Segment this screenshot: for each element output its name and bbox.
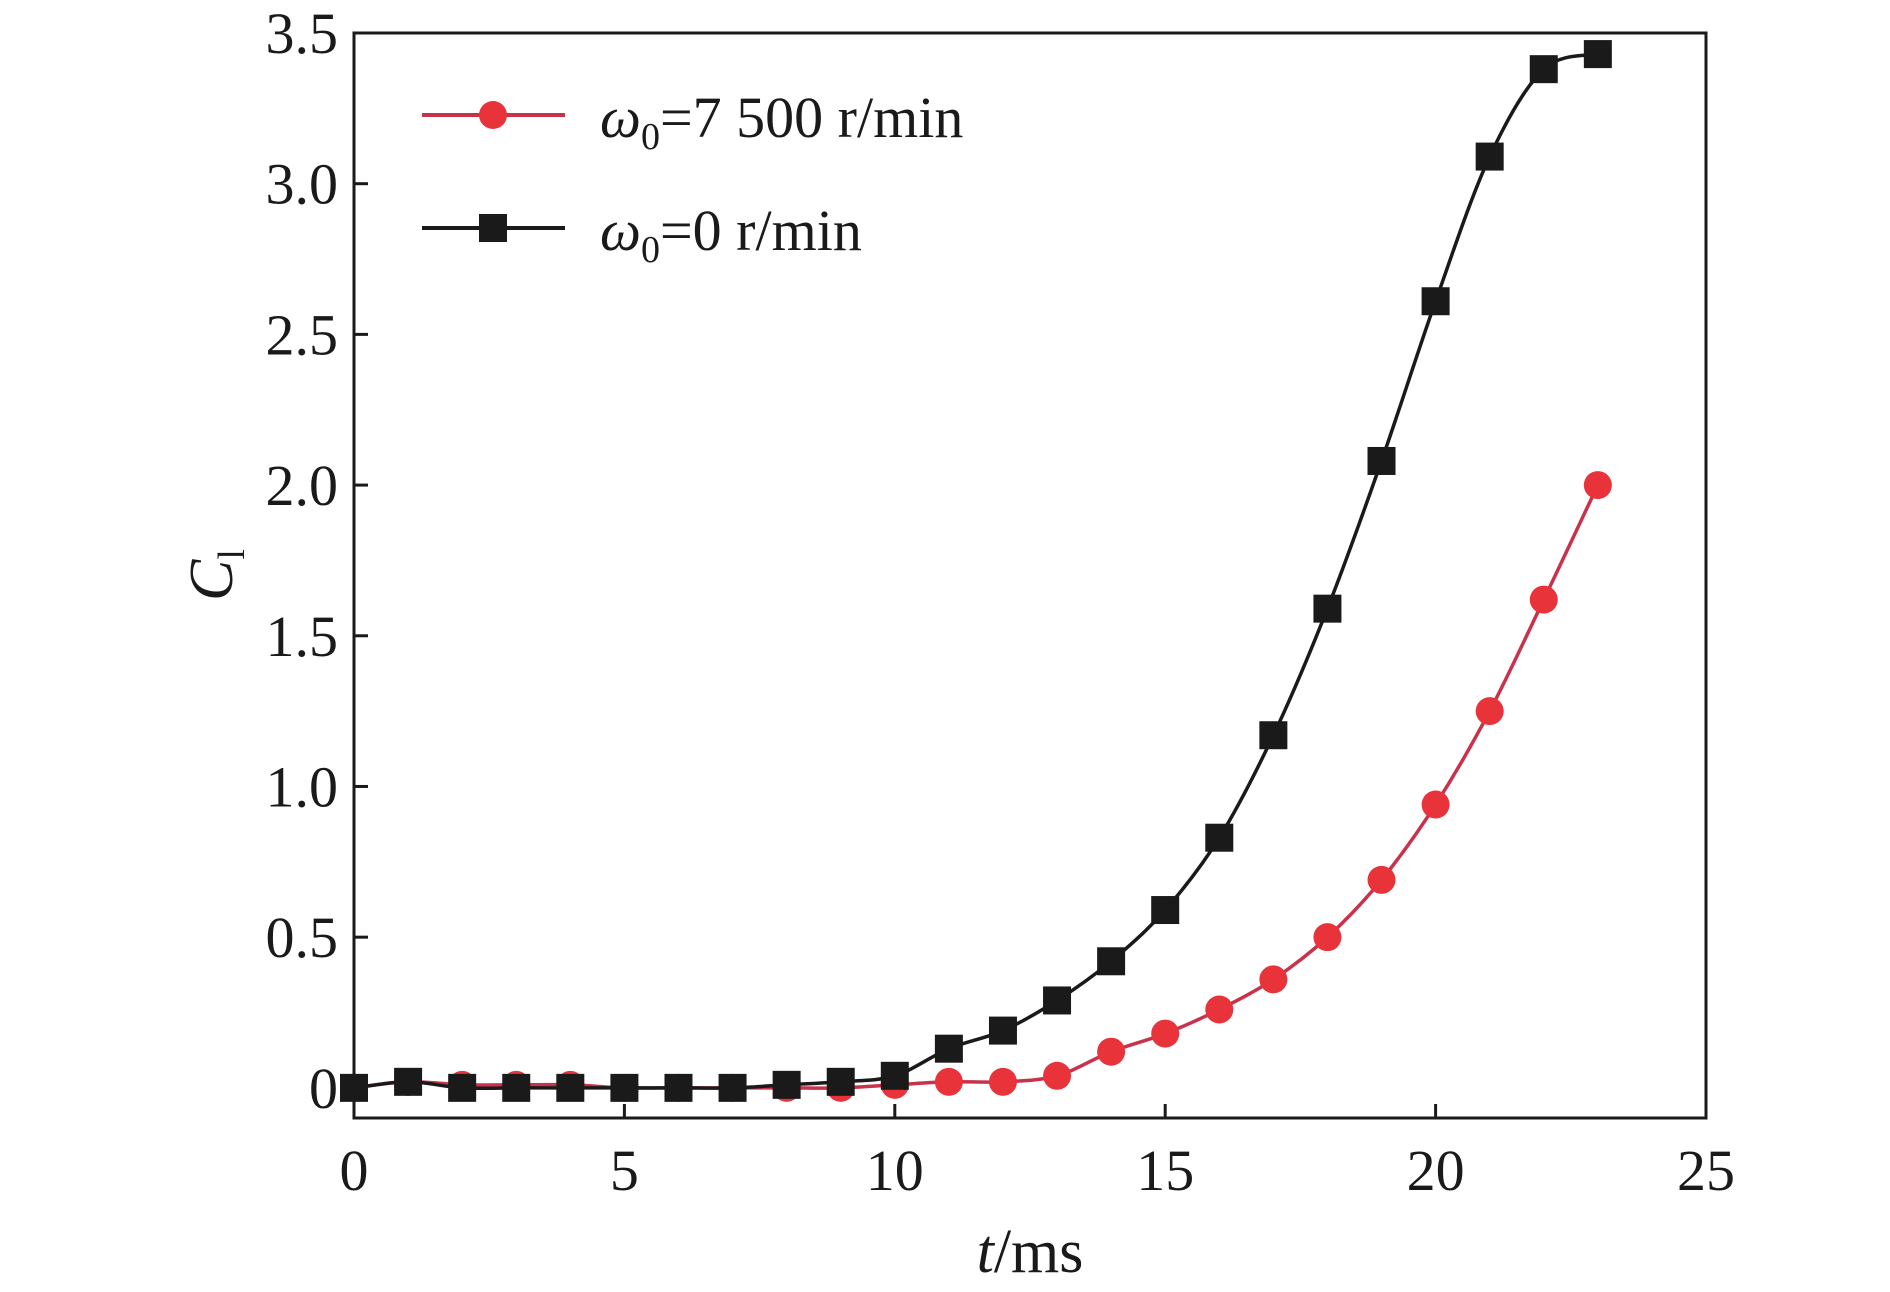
y-tick-label: 0.5 (266, 905, 339, 970)
data-point (1367, 865, 1396, 894)
series-1 (340, 471, 1612, 1102)
data-point (988, 1016, 1017, 1045)
legend-label-series-2: ω0=0 r/min (600, 198, 862, 271)
data-point (1583, 40, 1612, 69)
data-point (1583, 471, 1612, 500)
data-point (1259, 721, 1288, 750)
data-point (1205, 823, 1234, 852)
legend-omega-series-2: ω (600, 198, 641, 263)
legend-label-series-1: ω0=7 500 r/min (600, 85, 963, 158)
y-tick-label: 0 (309, 1056, 338, 1121)
x-tick-label: 5 (610, 1138, 639, 1203)
data-point (1259, 965, 1288, 994)
y-axis-label-sub: l (211, 549, 253, 560)
series-2 (340, 40, 1612, 1102)
legend-entry-series-1: ω0=7 500 r/min (422, 85, 963, 158)
plot-frame (352, 31, 1708, 1120)
x-axis-label: t/ms (977, 1218, 1084, 1286)
y-tick-label: 1.0 (266, 754, 339, 819)
y-axis-label: Cl (178, 549, 253, 601)
x-axis-label-unit: /ms (994, 1218, 1084, 1286)
data-point (448, 1073, 477, 1102)
data-point (1421, 287, 1450, 316)
data-point (502, 1073, 531, 1102)
legend-omega-series-1: ω (600, 85, 641, 150)
data-point (988, 1067, 1017, 1096)
data-point (1151, 1019, 1180, 1048)
y-tick-label: 2.0 (266, 453, 339, 518)
legend-sub-series-2: 0 (641, 229, 660, 271)
data-point (1043, 986, 1072, 1015)
x-axis-label-var: t (977, 1218, 996, 1286)
data-point (1043, 1061, 1072, 1090)
legend-sub-series-1: 0 (641, 116, 660, 158)
data-point (1475, 142, 1504, 171)
legend-entry-series-2: ω0=0 r/min (422, 198, 862, 271)
tick-labels-layer: 0 5 10 15 20 25 0 0.5 1.0 1.5 2.0 2.5 3.0 3.5 (266, 1, 1736, 1203)
data-point (880, 1061, 909, 1090)
data-point (718, 1073, 747, 1102)
data-point (1475, 697, 1504, 726)
data-point (1313, 594, 1342, 623)
y-tick-label: 1.5 (266, 604, 339, 669)
y-tick-label: 2.5 (266, 302, 339, 367)
legend-marker-series-2 (479, 214, 507, 242)
series-line (353, 484, 1600, 1090)
data-point (664, 1073, 693, 1102)
y-tick-label: 3.5 (266, 1, 339, 66)
data-point (1205, 995, 1234, 1024)
x-tick-label: 25 (1677, 1138, 1735, 1203)
y-tick-label: 3.0 (266, 152, 339, 217)
data-point (1097, 1037, 1126, 1066)
data-point (1367, 446, 1396, 475)
data-point (1529, 55, 1558, 84)
ticks-layer (352, 31, 1708, 1118)
legend-text-series-2: =0 r/min (660, 198, 862, 263)
data-point (1097, 947, 1126, 976)
data-point (934, 1034, 963, 1063)
series-layer (340, 40, 1612, 1102)
data-point (1529, 585, 1558, 614)
data-point (772, 1070, 801, 1099)
data-point (934, 1067, 963, 1096)
data-point (826, 1067, 855, 1096)
x-tick-label: 15 (1136, 1138, 1194, 1203)
x-tick-label: 20 (1407, 1138, 1465, 1203)
legend-text-series-1: =7 500 r/min (660, 85, 963, 150)
legend: ω0=7 500 r/min ω0=0 r/min (422, 85, 963, 271)
data-point (394, 1067, 423, 1096)
legend-marker-series-1 (479, 101, 507, 129)
data-point (1313, 923, 1342, 952)
data-point (1421, 790, 1450, 819)
data-point (1151, 896, 1180, 925)
series-line (353, 52, 1599, 1091)
x-tick-label: 0 (340, 1138, 369, 1203)
data-point (556, 1073, 585, 1102)
x-tick-label: 10 (866, 1138, 924, 1203)
y-axis-label-var: C (178, 559, 246, 601)
data-point (610, 1073, 639, 1102)
